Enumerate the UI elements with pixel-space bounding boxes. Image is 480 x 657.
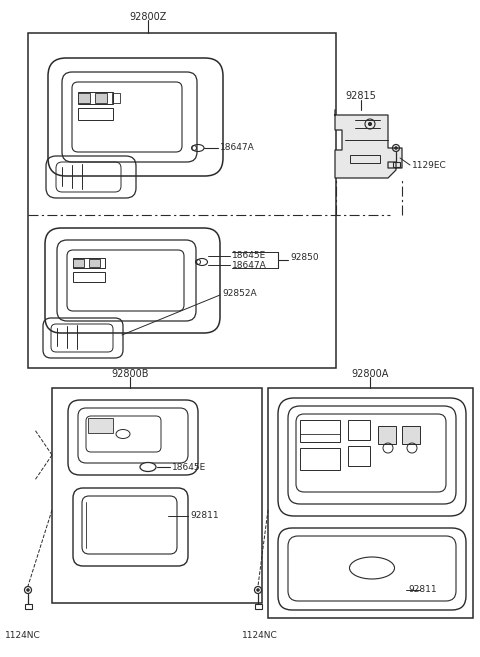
Circle shape bbox=[257, 589, 259, 591]
Bar bbox=[89, 259, 100, 267]
Bar bbox=[73, 258, 105, 268]
Bar bbox=[73, 272, 105, 282]
Bar bbox=[402, 426, 420, 444]
Text: 92800A: 92800A bbox=[351, 369, 389, 379]
Bar bbox=[348, 420, 370, 440]
Text: 92852A: 92852A bbox=[222, 288, 257, 298]
Bar bbox=[95, 93, 107, 103]
Bar bbox=[24, 604, 32, 609]
Bar bbox=[78, 92, 113, 104]
Bar bbox=[254, 604, 262, 609]
Bar bbox=[300, 420, 340, 442]
Text: 18645E: 18645E bbox=[172, 463, 206, 472]
Bar bbox=[78, 93, 90, 103]
Text: 92850: 92850 bbox=[290, 254, 319, 263]
Bar bbox=[88, 418, 113, 433]
Text: 18647A: 18647A bbox=[220, 143, 255, 152]
Bar bbox=[28, 33, 336, 368]
Bar bbox=[268, 388, 473, 618]
Circle shape bbox=[395, 147, 397, 149]
Text: 1129EC: 1129EC bbox=[412, 160, 447, 170]
Circle shape bbox=[27, 589, 29, 591]
Bar bbox=[112, 93, 120, 103]
Text: 18645E: 18645E bbox=[232, 250, 266, 260]
Text: 18647A: 18647A bbox=[232, 260, 267, 269]
Circle shape bbox=[369, 122, 372, 125]
Text: 92811: 92811 bbox=[408, 585, 437, 595]
Bar bbox=[73, 259, 84, 267]
Text: 1124NC: 1124NC bbox=[242, 631, 278, 639]
Text: 1124NC: 1124NC bbox=[5, 631, 41, 639]
Bar bbox=[393, 162, 399, 167]
Bar bbox=[348, 446, 370, 466]
Bar bbox=[78, 108, 113, 120]
Ellipse shape bbox=[140, 463, 156, 472]
Bar bbox=[52, 388, 262, 603]
Bar bbox=[300, 448, 340, 470]
Text: 92815: 92815 bbox=[346, 91, 376, 101]
Polygon shape bbox=[335, 110, 402, 178]
Bar bbox=[350, 155, 380, 163]
Text: 92800B: 92800B bbox=[111, 369, 149, 379]
Text: 92800Z: 92800Z bbox=[129, 12, 167, 22]
Bar bbox=[378, 426, 396, 444]
Text: 92811: 92811 bbox=[190, 512, 218, 520]
